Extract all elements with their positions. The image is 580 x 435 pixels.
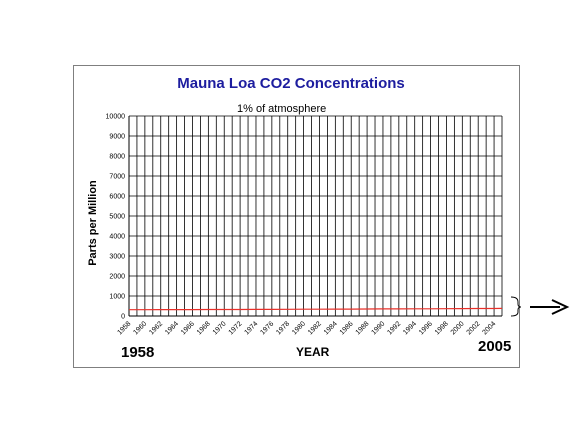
x-tick-label: 1964 bbox=[164, 320, 180, 336]
x-tick-label: 1994 bbox=[402, 320, 418, 336]
x-tick-label: 1976 bbox=[259, 320, 275, 336]
x-tick-label: 1960 bbox=[132, 320, 148, 336]
co2-series-line bbox=[129, 307, 503, 311]
y-tick-label: 9000 bbox=[109, 134, 125, 141]
x-tick-labels: 1958 1960 1962 1964 1966 1968 1970 1972 1974 1976… bbox=[116, 320, 497, 336]
x-tick-label: 1974 bbox=[243, 320, 259, 336]
x-tick-label: 1992 bbox=[386, 320, 402, 336]
x-tick-label: 2002 bbox=[466, 320, 482, 336]
x-tick-label: 1958 bbox=[116, 320, 132, 336]
x-tick-label: 1984 bbox=[323, 320, 339, 336]
callout-bracket bbox=[510, 296, 522, 317]
y-tick-label: 5000 bbox=[109, 214, 125, 221]
callout bbox=[510, 296, 570, 317]
x-tick-label: 1970 bbox=[212, 320, 228, 336]
x-tick-label: 1998 bbox=[434, 320, 450, 336]
grid-layer bbox=[128, 115, 503, 317]
x-tick-label: 1978 bbox=[275, 320, 291, 336]
x-tick-label: 1966 bbox=[180, 320, 196, 336]
series-layer bbox=[129, 307, 503, 311]
x-axis-label: YEAR bbox=[296, 345, 330, 359]
y-tick-label: 2000 bbox=[109, 274, 125, 281]
end-year-label: 2005 bbox=[478, 338, 512, 355]
x-tick-label: 2004 bbox=[482, 320, 498, 336]
y-tick-label: 3000 bbox=[109, 254, 125, 261]
chart-frame bbox=[73, 65, 520, 368]
x-tick-label: 1972 bbox=[228, 320, 244, 336]
x-tick-label: 1980 bbox=[291, 320, 307, 336]
y-tick-label: 6000 bbox=[109, 194, 125, 201]
x-tick-label: 1988 bbox=[355, 320, 371, 336]
start-year-label: 1958 bbox=[121, 344, 155, 361]
arrow-head-icon bbox=[551, 299, 570, 315]
x-tick-label: 1996 bbox=[418, 320, 434, 336]
y-tick-label: 10000 bbox=[106, 114, 126, 121]
y-tick-label: 7000 bbox=[109, 174, 125, 181]
y-axis-label: Parts per Million bbox=[87, 180, 99, 266]
x-tick-label: 1982 bbox=[307, 320, 323, 336]
y-tick-labels: 0 1000 2000 3000 4000 5000 6000 7000 8000 9000 100… bbox=[106, 114, 126, 321]
y-tick-label: 4000 bbox=[109, 234, 125, 241]
chart-title: Mauna Loa CO2 Concentrations bbox=[177, 75, 405, 92]
y-tick-label: 0 bbox=[121, 314, 125, 321]
x-tick-label: 2000 bbox=[450, 320, 466, 336]
chart-annotation: 1% of atmosphere bbox=[237, 103, 327, 115]
x-tick-label: 1986 bbox=[339, 320, 355, 336]
x-tick-label: 1968 bbox=[196, 320, 212, 336]
y-tick-label: 8000 bbox=[109, 154, 125, 161]
y-tick-label: 1000 bbox=[109, 294, 125, 301]
x-tick-label: 1962 bbox=[148, 320, 164, 336]
x-tick-label: 1990 bbox=[370, 320, 386, 336]
